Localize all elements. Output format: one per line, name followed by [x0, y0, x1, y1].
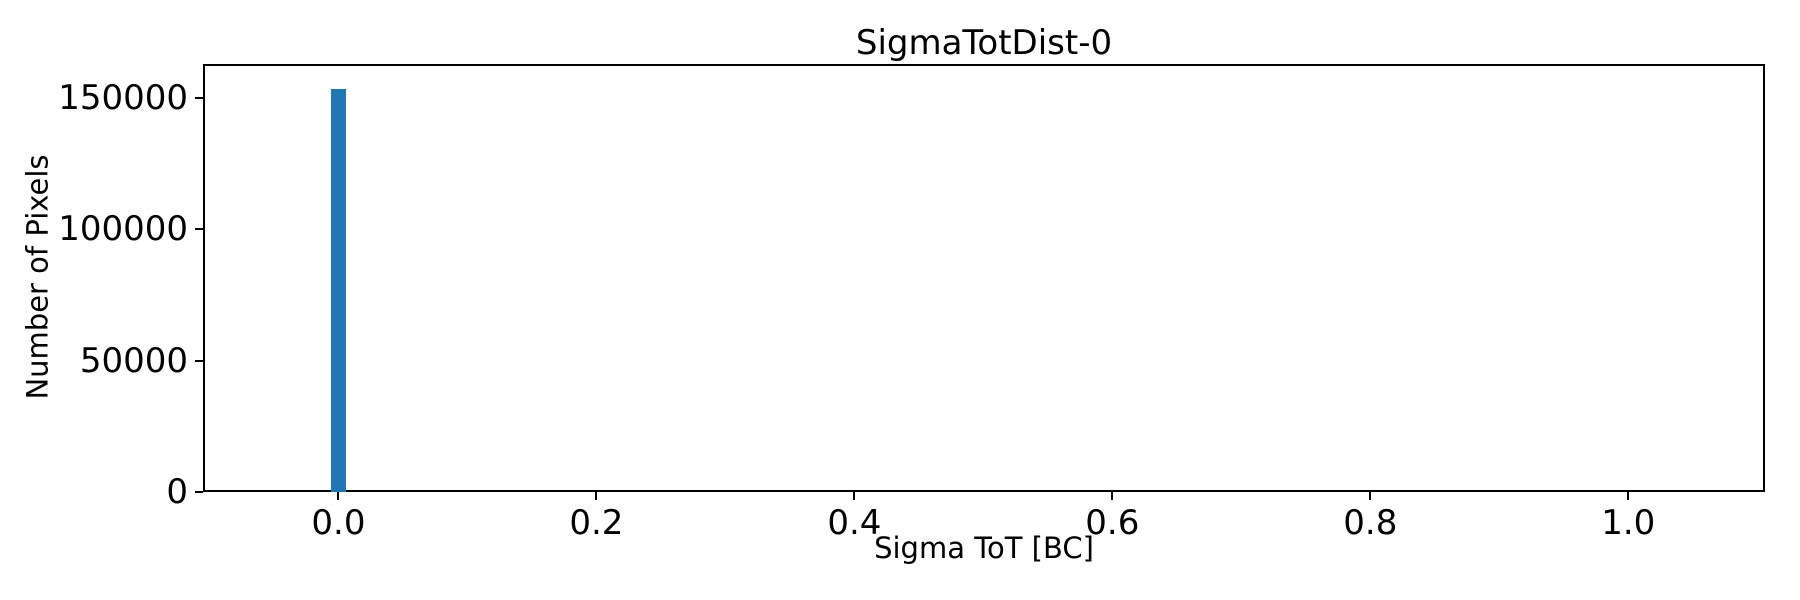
x-tick-mark: [595, 492, 598, 500]
y-tick-mark: [195, 228, 203, 231]
x-tick-mark: [853, 492, 856, 500]
chart-title: SigmaTotDist-0: [855, 23, 1113, 63]
x-tick-mark: [1369, 492, 1372, 500]
y-tick-label: 50000: [79, 340, 188, 381]
x-axis-label: Sigma ToT [BC]: [874, 531, 1094, 565]
y-axis-label: Number of Pixels: [20, 154, 55, 400]
x-tick-mark: [337, 492, 340, 500]
y-tick-mark: [195, 97, 203, 100]
plot-area: 0.0 0.2 0.4 0.6 0.8 1.0 0 50000 100000 150000: [58, 64, 1765, 540]
y-tick-label: 0: [166, 472, 188, 512]
histogram-bar: [331, 88, 346, 492]
x-tick-mark: [1111, 492, 1114, 500]
x-tick-label: 0.4: [827, 503, 882, 543]
x-tick-label: 0.6: [1085, 503, 1140, 543]
x-tick-label: 0.8: [1343, 503, 1398, 543]
y-tick-mark: [195, 359, 203, 362]
x-tick-label: 0.2: [569, 503, 624, 543]
x-tick-label: 1.0: [1601, 503, 1656, 543]
x-tick-mark: [1627, 492, 1630, 500]
y-tick-label: 100000: [58, 209, 188, 250]
x-tick-label: 0.0: [311, 503, 366, 543]
y-tick-label: 150000: [58, 78, 188, 119]
axes-frame: [203, 64, 1765, 492]
y-tick-mark: [195, 491, 203, 493]
